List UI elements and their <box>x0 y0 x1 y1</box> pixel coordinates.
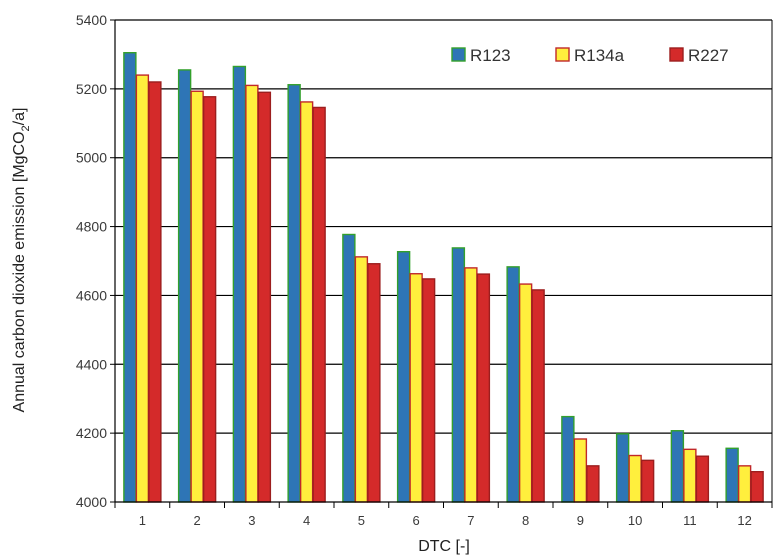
x-tick-6: 6 <box>413 513 420 528</box>
y-tick-4400: 4400 <box>76 356 107 372</box>
bar-R134a-1 <box>135 74 150 503</box>
x-tick-12: 12 <box>737 513 751 528</box>
bar-R227-2 <box>202 96 217 503</box>
bar-R123-8 <box>506 266 520 503</box>
y-axis-title: Annual carbon dioxide emission [MgCO2/a] <box>11 108 32 413</box>
legend-label-R227: R227 <box>688 46 729 65</box>
bar-R227-9 <box>586 465 600 503</box>
x-tick-11: 11 <box>683 513 697 528</box>
bar-R134a-4 <box>299 101 314 503</box>
legend-label-R123: R123 <box>470 46 511 65</box>
bar-R227-5 <box>367 263 381 503</box>
bar-R227-4 <box>312 106 326 503</box>
y-tick-4600: 4600 <box>76 287 107 303</box>
y-axis-title-subscript: 2 <box>20 125 32 131</box>
bar-R123-4 <box>287 84 301 503</box>
x-tick-labels: 1 2 3 4 5 6 7 8 9 10 11 12 <box>139 513 752 528</box>
y-axis-title-main: Annual carbon dioxide emission [MgCO <box>11 131 28 412</box>
legend: R123 R134a R227 <box>451 46 729 65</box>
bar-R227-6 <box>421 278 436 503</box>
bar-R227-10 <box>640 459 655 503</box>
bar-R134a-6 <box>409 273 423 503</box>
bar-R134a-10 <box>628 454 642 503</box>
legend-label-R134a: R134a <box>574 46 625 65</box>
y-tick-5000: 5000 <box>76 150 107 166</box>
bar-R123-1 <box>123 52 137 503</box>
bar-R134a-5 <box>354 256 369 503</box>
y-tick-labels: 4000 4200 4400 4600 4800 5000 5200 5400 <box>76 12 107 510</box>
bar-R134a-2 <box>190 90 204 503</box>
bar-R123-3 <box>232 65 247 503</box>
x-tick-10: 10 <box>628 513 642 528</box>
bar-R227-12 <box>750 471 764 503</box>
x-tick-7: 7 <box>467 513 474 528</box>
bar-R123-6 <box>396 251 411 503</box>
bar-R134a-12 <box>737 465 752 503</box>
x-axis-title: DTC [-] <box>418 538 470 555</box>
bar-R134a-8 <box>518 283 533 503</box>
legend-swatch-R134a <box>555 47 570 62</box>
bar-R227-3 <box>257 91 272 503</box>
bar-R123-7 <box>451 247 466 503</box>
y-tick-5200: 5200 <box>76 81 107 97</box>
x-tick-3: 3 <box>248 513 255 528</box>
bar-R227-1 <box>148 81 162 503</box>
y-tick-4800: 4800 <box>76 219 107 235</box>
bar-R123-10 <box>615 433 630 503</box>
bar-R134a-7 <box>464 267 478 503</box>
legend-swatch-R123 <box>451 47 466 62</box>
gridlines <box>115 19 772 434</box>
bar-R123-5 <box>342 233 356 503</box>
bar-R134a-9 <box>573 438 588 503</box>
x-tick-2: 2 <box>194 513 201 528</box>
y-tick-4200: 4200 <box>76 425 107 441</box>
bars <box>123 52 764 503</box>
bar-R123-12 <box>725 447 739 503</box>
y-tick-4000: 4000 <box>76 494 107 510</box>
bar-R227-11 <box>695 455 710 503</box>
bar-R123-9 <box>561 415 575 503</box>
x-tick-4: 4 <box>303 513 310 528</box>
x-tick-1: 1 <box>139 513 146 528</box>
legend-swatch-R227 <box>669 47 684 62</box>
axes <box>110 19 773 508</box>
y-axis-title-end: /a] <box>11 108 28 126</box>
x-tick-8: 8 <box>522 513 529 528</box>
bar-R134a-11 <box>683 448 697 503</box>
y-tick-5400: 5400 <box>76 12 107 28</box>
bar-R227-8 <box>531 289 545 503</box>
bar-R227-7 <box>476 273 491 503</box>
bar-R123-11 <box>670 430 685 503</box>
bar-R134a-3 <box>245 84 259 503</box>
bar-R123-2 <box>177 69 192 503</box>
x-tick-5: 5 <box>358 513 365 528</box>
x-tick-9: 9 <box>577 513 584 528</box>
